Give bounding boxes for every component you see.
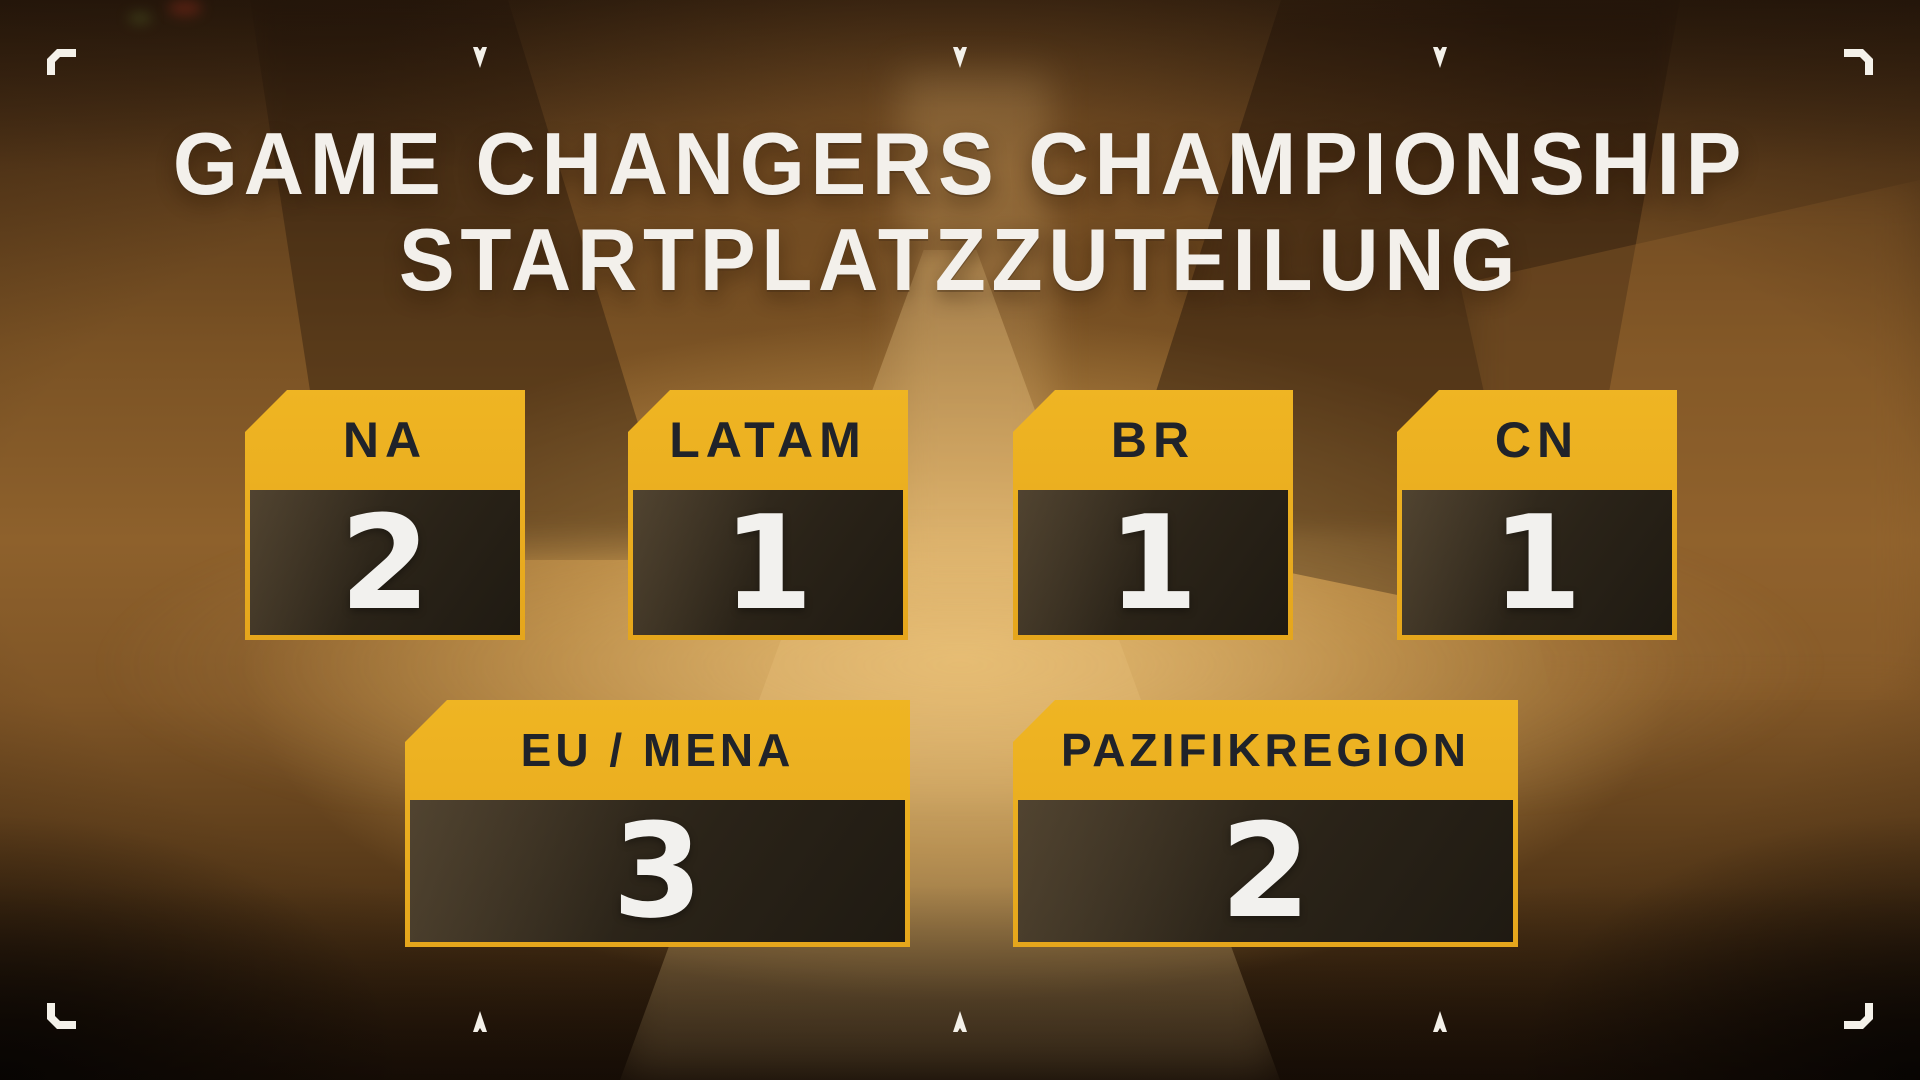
slot-card-pacific: PAZIFIKREGION 2	[1013, 700, 1518, 947]
arrow-up-icon	[953, 1011, 967, 1032]
region-label: NA	[342, 412, 428, 468]
slot-card-header: EU / MENA	[405, 700, 910, 800]
corner-bracket-top-right-icon	[1844, 49, 1873, 75]
slot-card-header: BR	[1013, 390, 1293, 490]
region-label: CN	[1494, 412, 1580, 468]
page-title: GAME CHANGERS CHAMPIONSHIP STARTPLATZZUT…	[0, 116, 1920, 308]
slot-count: 1	[722, 486, 814, 639]
arrow-up-icon	[473, 1011, 487, 1032]
slot-count: 2	[1220, 795, 1311, 947]
arrow-up-icon	[1433, 1011, 1447, 1032]
slot-card-header: LATAM	[628, 390, 908, 490]
slot-count: 3	[612, 795, 703, 947]
title-line-1: GAME CHANGERS CHAMPIONSHIP	[172, 114, 1748, 213]
title-line-2: STARTPLATZZUTEILUNG	[398, 210, 1522, 309]
slot-card-body: 3	[410, 800, 905, 942]
slot-count: 1	[1107, 486, 1199, 639]
slot-card-body: 1	[1402, 490, 1672, 635]
slot-card-body: 2	[250, 490, 520, 635]
arrow-down-icon	[1433, 47, 1447, 68]
corner-bracket-bottom-right-icon	[1844, 1003, 1873, 1029]
slot-card-na: NA 2	[245, 390, 525, 640]
corner-bracket-top-left-icon	[47, 49, 76, 75]
region-label: LATAM	[669, 412, 867, 468]
slot-card-body: 1	[633, 490, 903, 635]
slot-card-header: NA	[245, 390, 525, 490]
slot-card-latam: LATAM 1	[628, 390, 908, 640]
slot-card-br: BR 1	[1013, 390, 1293, 640]
slot-card-eu-mena: EU / MENA 3	[405, 700, 910, 947]
arrow-down-icon	[473, 47, 487, 68]
region-label: EU / MENA	[520, 724, 795, 776]
slot-card-body: 1	[1018, 490, 1288, 635]
region-label: BR	[1110, 412, 1196, 468]
slot-count: 2	[339, 486, 431, 639]
region-label: PAZIFIKREGION	[1061, 724, 1470, 776]
slot-card-cn: CN 1	[1397, 390, 1677, 640]
slot-card-header: PAZIFIKREGION	[1013, 700, 1518, 800]
arrow-down-icon	[953, 47, 967, 68]
corner-bracket-bottom-left-icon	[47, 1003, 76, 1029]
slot-card-header: CN	[1397, 390, 1677, 490]
slot-card-body: 2	[1018, 800, 1513, 942]
slot-count: 1	[1491, 486, 1583, 639]
